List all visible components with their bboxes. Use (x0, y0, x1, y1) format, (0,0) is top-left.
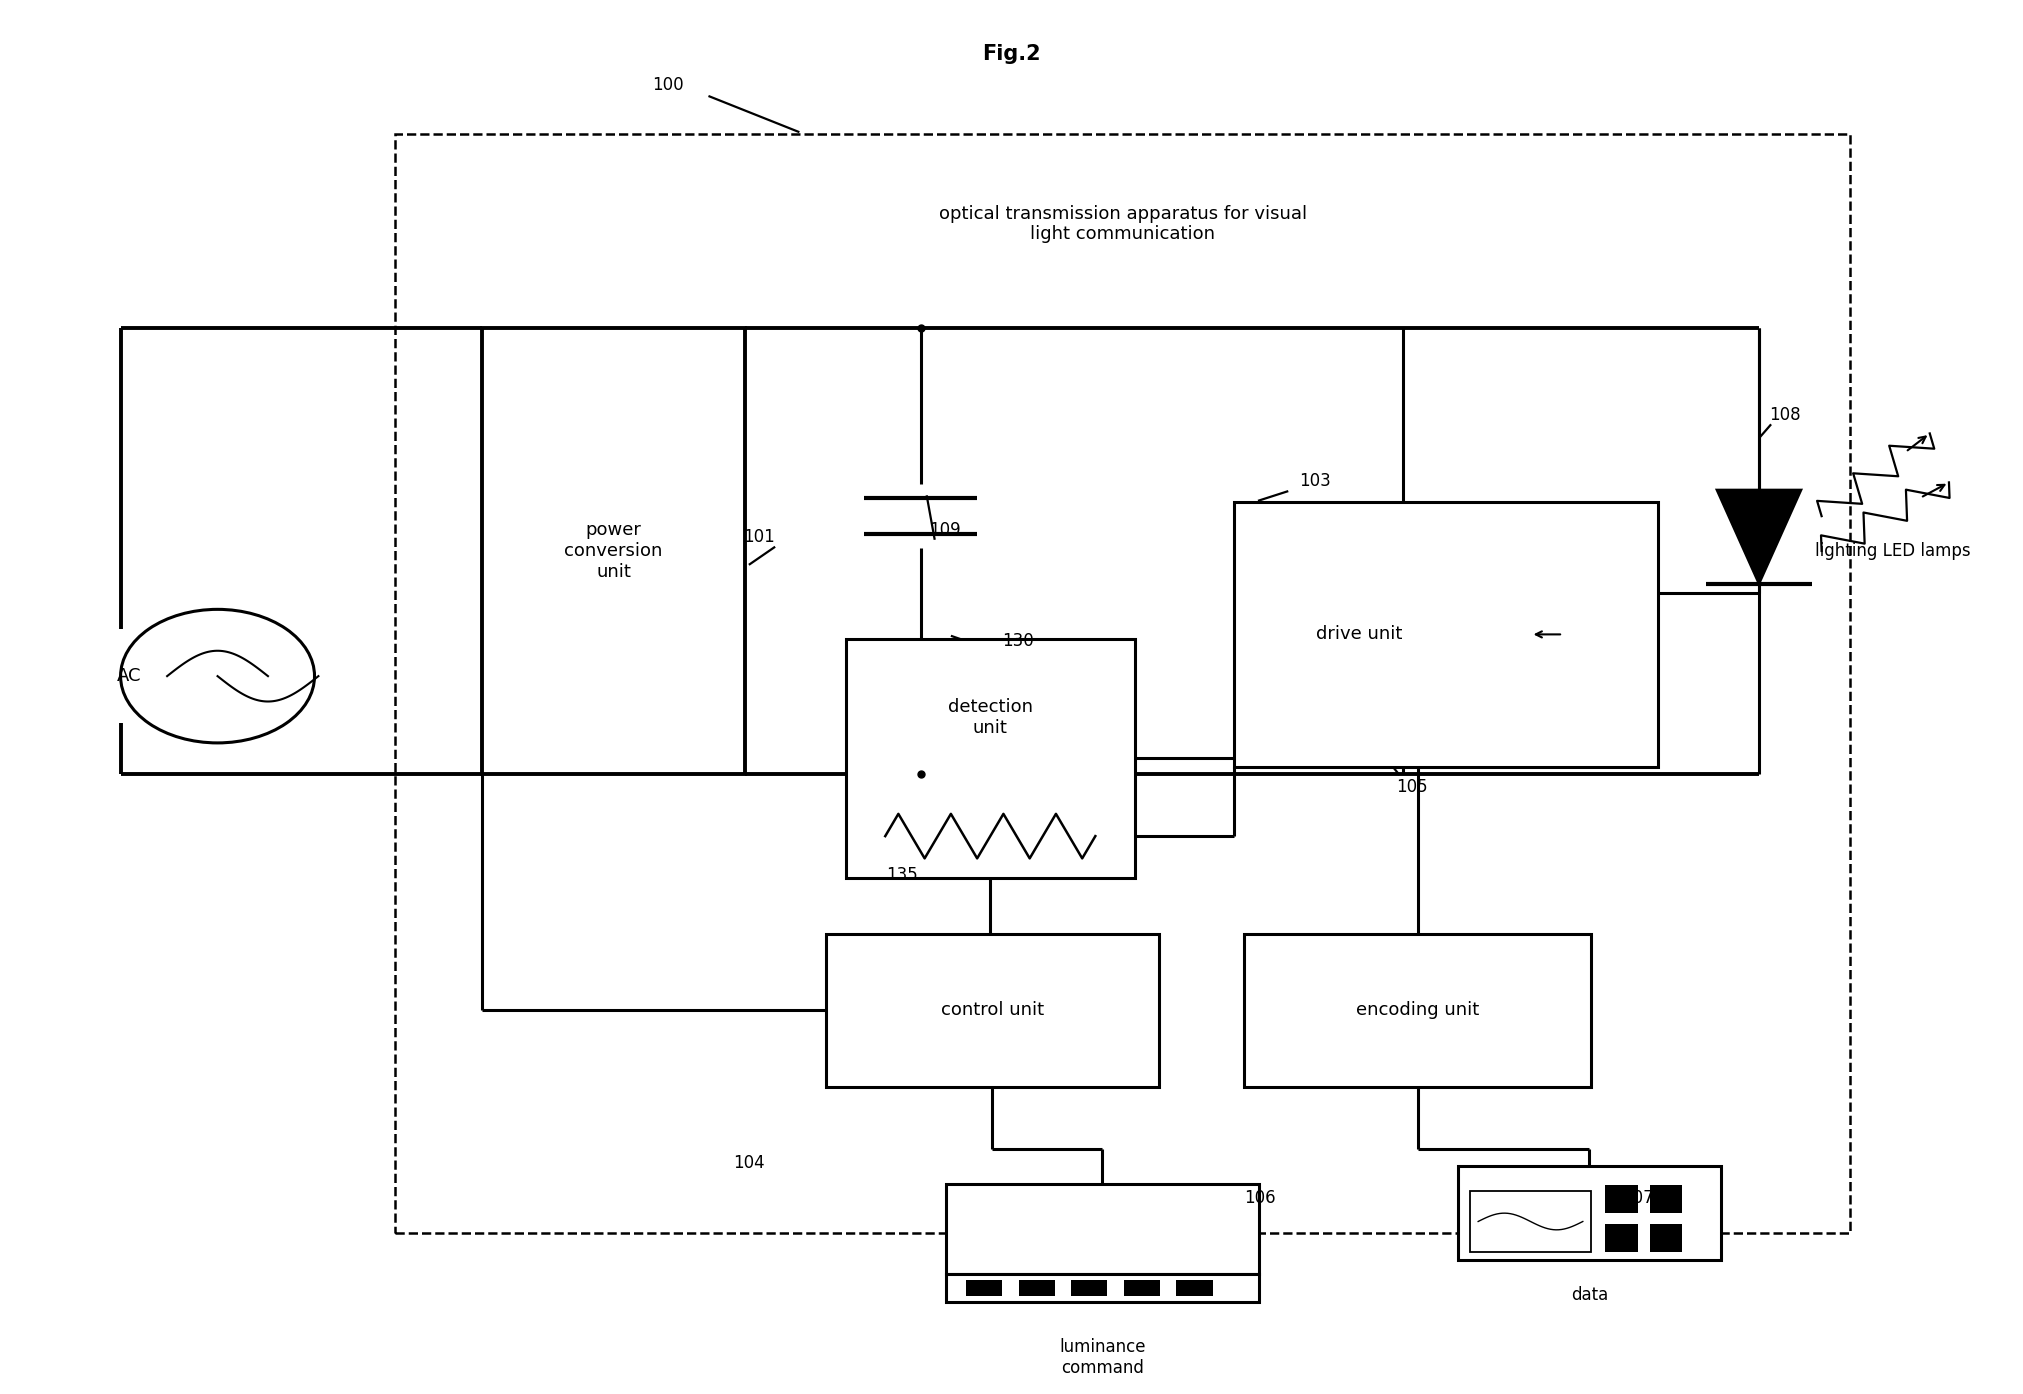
Text: AC: AC (117, 668, 142, 684)
Text: 104: 104 (732, 1154, 765, 1172)
Text: control unit: control unit (941, 1001, 1044, 1019)
Bar (1070, 1280, 1107, 1296)
Text: 105: 105 (1396, 778, 1428, 796)
Text: 101: 101 (742, 528, 775, 546)
Text: 135: 135 (886, 866, 918, 884)
Text: 107: 107 (1622, 1189, 1653, 1207)
FancyBboxPatch shape (846, 638, 1135, 878)
Bar (1175, 1280, 1212, 1296)
Polygon shape (1718, 489, 1800, 584)
FancyBboxPatch shape (947, 1274, 1258, 1302)
Text: 103: 103 (1299, 473, 1331, 491)
FancyBboxPatch shape (481, 329, 744, 774)
Bar (1606, 1224, 1639, 1252)
Bar (1651, 1224, 1683, 1252)
Text: drive unit: drive unit (1315, 626, 1402, 644)
Text: luminance
command: luminance command (1060, 1338, 1145, 1377)
Text: 100: 100 (651, 75, 684, 93)
FancyBboxPatch shape (1459, 1165, 1722, 1260)
Bar (1018, 1280, 1054, 1296)
Text: optical transmission apparatus for visual
light communication: optical transmission apparatus for visua… (939, 205, 1307, 244)
Text: Fig.2: Fig.2 (983, 45, 1040, 64)
FancyBboxPatch shape (947, 1185, 1258, 1274)
FancyBboxPatch shape (825, 934, 1159, 1086)
Bar (1651, 1185, 1683, 1213)
Text: 108: 108 (1770, 406, 1800, 424)
Text: 106: 106 (1244, 1189, 1277, 1207)
Text: data: data (1570, 1287, 1608, 1305)
Text: 109: 109 (929, 521, 961, 539)
Bar (967, 1280, 1003, 1296)
Text: lighting LED lamps: lighting LED lamps (1815, 542, 1970, 560)
FancyBboxPatch shape (1244, 934, 1592, 1086)
Text: 130: 130 (1001, 633, 1034, 651)
FancyBboxPatch shape (1471, 1190, 1590, 1252)
Text: power
conversion
unit: power conversion unit (564, 521, 664, 581)
FancyBboxPatch shape (1234, 502, 1659, 767)
Bar (1606, 1185, 1639, 1213)
Text: encoding unit: encoding unit (1355, 1001, 1479, 1019)
Bar (1123, 1280, 1159, 1296)
Text: detection
unit: detection unit (949, 698, 1034, 737)
